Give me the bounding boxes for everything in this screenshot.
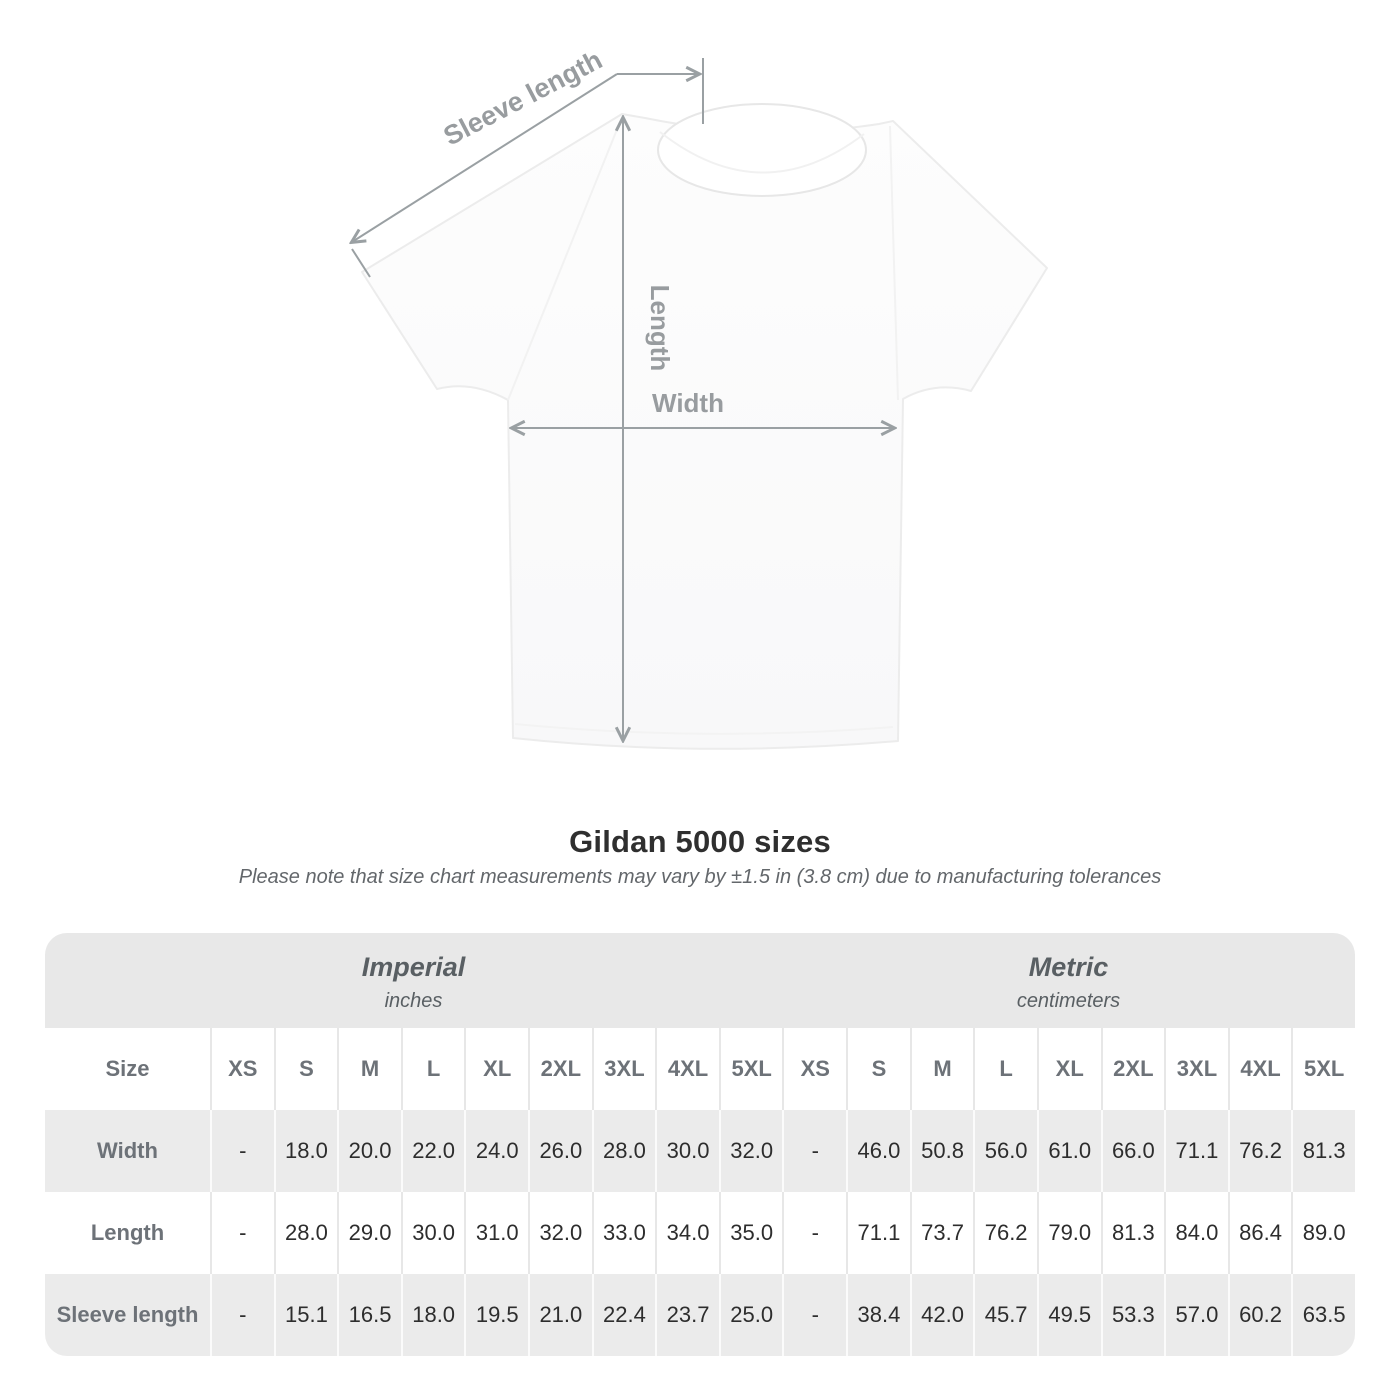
metric-value-cell: - xyxy=(782,1192,847,1274)
imperial-value-cell: 35.0 xyxy=(718,1192,783,1274)
sleeve-end-tick xyxy=(351,248,371,278)
imperial-value-cell: 29.0 xyxy=(337,1192,401,1274)
sleeve-length-arrow-diagonal xyxy=(352,73,618,242)
metric-value-cell: 42.0 xyxy=(909,1274,974,1356)
metric-size-column-header: 3XL xyxy=(1164,1028,1228,1110)
imperial-value-cell: 30.0 xyxy=(655,1110,719,1192)
metric-value-cell: 84.0 xyxy=(1164,1192,1228,1274)
metric-value-cell: 86.4 xyxy=(1227,1192,1292,1274)
units-band: Imperial inches Metric centimeters xyxy=(45,933,1355,1028)
measurement-row-label: Sleeve length xyxy=(45,1274,210,1356)
metric-size-column-header: XL xyxy=(1036,1028,1101,1110)
imperial-size-column-header: 4XL xyxy=(655,1028,719,1110)
imperial-unit-group: Imperial inches xyxy=(45,933,782,1028)
imperial-value-cell: 30.0 xyxy=(400,1192,465,1274)
metric-value-cell: 66.0 xyxy=(1100,1110,1165,1192)
imperial-value-cell: 16.5 xyxy=(337,1274,401,1356)
imperial-value-cell: 21.0 xyxy=(528,1274,592,1356)
imperial-size-column-header: L xyxy=(400,1028,465,1110)
imperial-value-cell: 33.0 xyxy=(591,1192,656,1274)
metric-size-column-header: 5XL xyxy=(1291,1028,1355,1110)
imperial-value-cell: 22.0 xyxy=(400,1110,465,1192)
metric-value-cell: 79.0 xyxy=(1036,1192,1101,1274)
metric-unit-group: Metric centimeters xyxy=(782,933,1355,1028)
metric-value-cell: 53.3 xyxy=(1100,1274,1165,1356)
metric-value-cell: 45.7 xyxy=(973,1274,1037,1356)
metric-size-column-header: M xyxy=(909,1028,974,1110)
metric-size-column-header: 4XL xyxy=(1227,1028,1292,1110)
size-table-grid: Size XS S M L XL 2XL 3XL 4XL 5XL XS S M L XL 2XL 3XL 4XL 5… xyxy=(45,1028,1355,1356)
imperial-value-cell: 18.0 xyxy=(400,1274,465,1356)
metric-value-cell: 76.2 xyxy=(1227,1110,1292,1192)
imperial-value-cell: - xyxy=(210,1274,274,1356)
imperial-value-cell: 28.0 xyxy=(591,1110,656,1192)
imperial-value-cell: - xyxy=(210,1192,274,1274)
imperial-size-column-header: S xyxy=(273,1028,338,1110)
metric-value-cell: 46.0 xyxy=(846,1110,910,1192)
imperial-size-column-header: 3XL xyxy=(591,1028,656,1110)
size-header-cell: Size xyxy=(45,1028,210,1110)
imperial-value-cell: 19.5 xyxy=(464,1274,529,1356)
imperial-value-cell: 34.0 xyxy=(655,1192,719,1274)
imperial-value-cell: 23.7 xyxy=(655,1274,719,1356)
metric-value-cell: 73.7 xyxy=(909,1192,974,1274)
centimeters-label: centimeters xyxy=(1016,990,1121,1012)
metric-value-cell: 57.0 xyxy=(1164,1274,1228,1356)
imperial-size-column-header: 2XL xyxy=(528,1028,592,1110)
imperial-size-column-header: XS xyxy=(210,1028,274,1110)
imperial-value-cell: 18.0 xyxy=(273,1110,338,1192)
metric-value-cell: 49.5 xyxy=(1036,1274,1101,1356)
imperial-value-cell: 32.0 xyxy=(528,1192,592,1274)
metric-value-cell: 61.0 xyxy=(1036,1110,1101,1192)
imperial-value-cell: - xyxy=(210,1110,274,1192)
size-table: Imperial inches Metric centimeters Size X… xyxy=(45,933,1355,1356)
metric-value-cell: 71.1 xyxy=(846,1192,910,1274)
metric-value-cell: 38.4 xyxy=(846,1274,910,1356)
metric-label: Metric xyxy=(1028,952,1109,982)
metric-size-column-header: S xyxy=(846,1028,910,1110)
metric-value-cell: 81.3 xyxy=(1291,1110,1355,1192)
imperial-value-cell: 22.4 xyxy=(591,1274,656,1356)
imperial-value-cell: 32.0 xyxy=(718,1110,783,1192)
metric-value-cell: 60.2 xyxy=(1227,1274,1292,1356)
measurement-row-label: Width xyxy=(45,1110,210,1192)
imperial-value-cell: 31.0 xyxy=(464,1192,529,1274)
imperial-value-cell: 24.0 xyxy=(464,1110,529,1192)
tshirt-illustration xyxy=(361,103,1048,750)
length-label: Length xyxy=(645,285,675,372)
imperial-value-cell: 26.0 xyxy=(528,1110,592,1192)
metric-value-cell: - xyxy=(782,1274,847,1356)
metric-value-cell: 81.3 xyxy=(1100,1192,1165,1274)
imperial-size-column-header: 5XL xyxy=(718,1028,783,1110)
imperial-value-cell: 28.0 xyxy=(273,1192,338,1274)
measurement-row-label: Length xyxy=(45,1192,210,1274)
metric-size-column-header: XS xyxy=(782,1028,847,1110)
imperial-value-cell: 20.0 xyxy=(337,1110,401,1192)
metric-value-cell: 89.0 xyxy=(1291,1192,1355,1274)
metric-value-cell: 63.5 xyxy=(1291,1274,1355,1356)
metric-value-cell: 56.0 xyxy=(973,1110,1037,1192)
sleeve-length-label: Sleeve length xyxy=(439,45,607,152)
metric-value-cell: 71.1 xyxy=(1164,1110,1228,1192)
inches-label: inches xyxy=(384,990,443,1012)
tshirt-measurement-diagram: Sleeve length Length Width xyxy=(0,45,1048,750)
page-title: Gildan 5000 sizes xyxy=(569,824,831,859)
tolerance-note: Please note that size chart measurements… xyxy=(238,866,1162,888)
imperial-label: Imperial xyxy=(361,952,466,982)
imperial-value-cell: 15.1 xyxy=(273,1274,338,1356)
metric-value-cell: 76.2 xyxy=(973,1192,1037,1274)
metric-value-cell: - xyxy=(782,1110,847,1192)
imperial-size-column-header: XL xyxy=(464,1028,529,1110)
width-label: Width xyxy=(652,388,724,418)
imperial-size-column-header: M xyxy=(337,1028,401,1110)
metric-value-cell: 50.8 xyxy=(909,1110,974,1192)
metric-size-column-header: L xyxy=(973,1028,1037,1110)
metric-size-column-header: 2XL xyxy=(1100,1028,1165,1110)
imperial-value-cell: 25.0 xyxy=(718,1274,783,1356)
